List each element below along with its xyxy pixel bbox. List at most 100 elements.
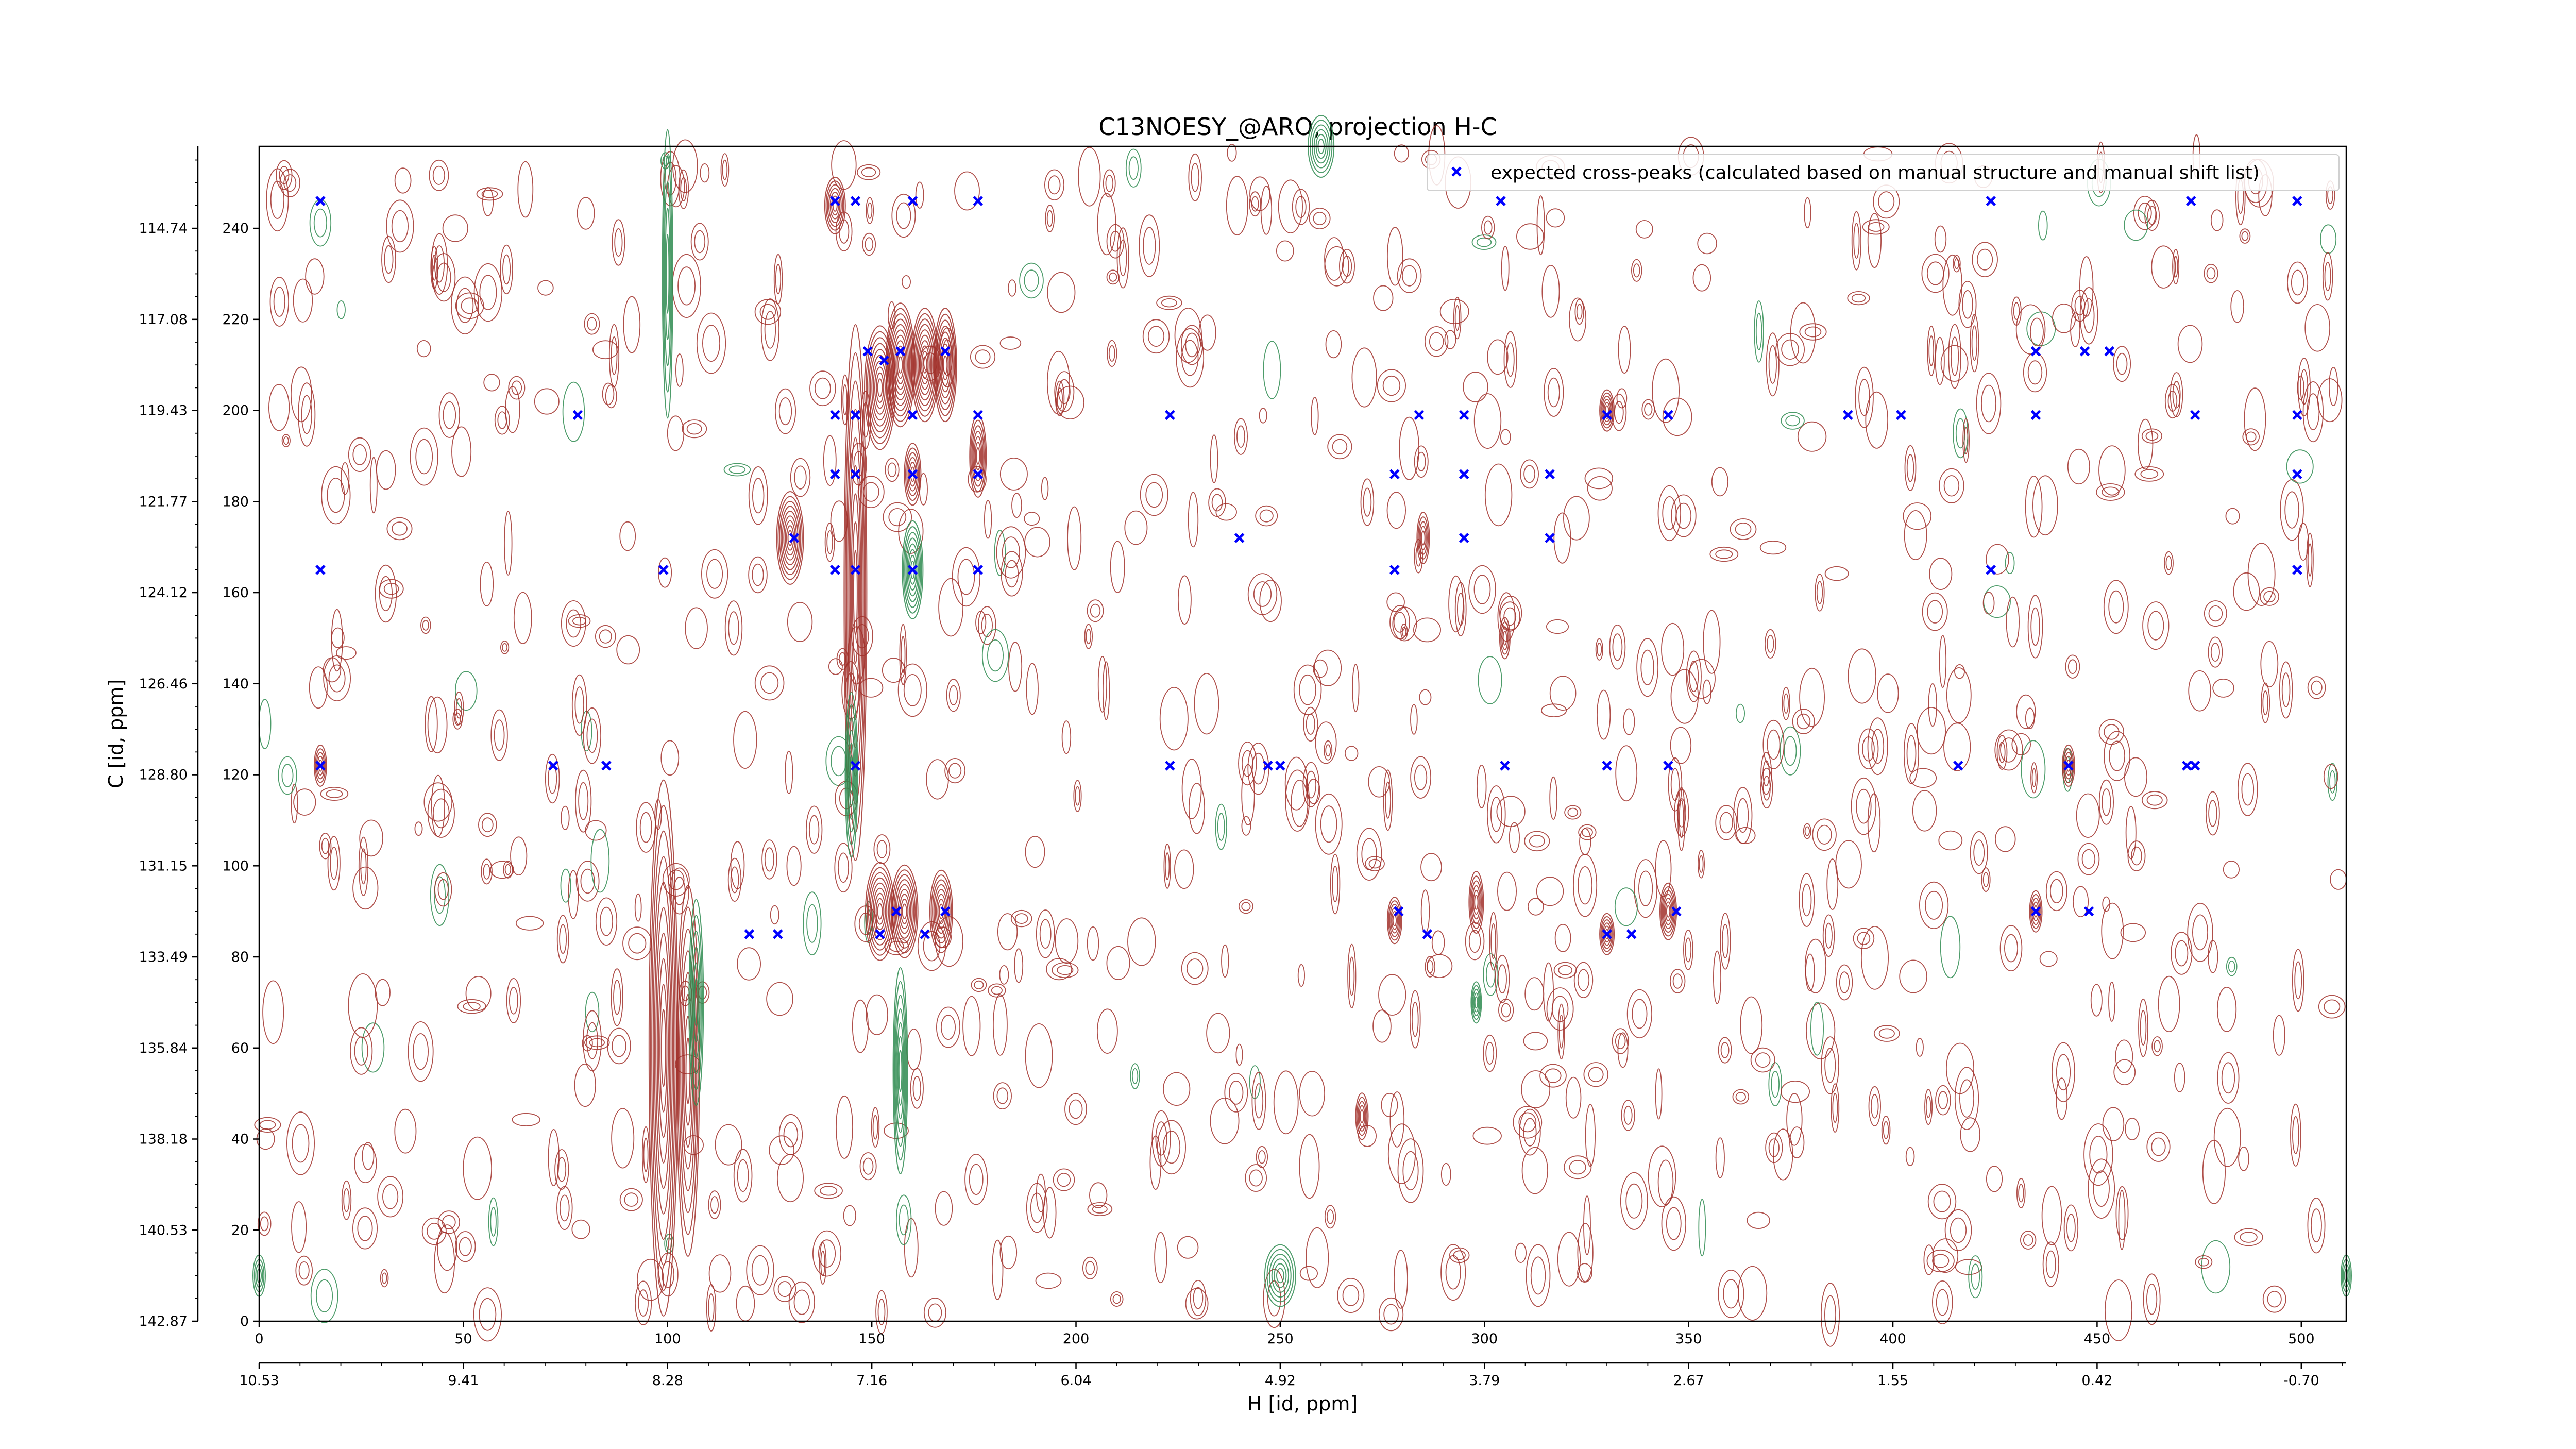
contour-line	[751, 1255, 769, 1286]
contour-line	[1112, 1294, 1121, 1304]
contour-line	[882, 658, 905, 683]
contour-line	[828, 658, 843, 675]
contour-line	[893, 981, 907, 1161]
contour-line	[1105, 175, 1114, 192]
cross-peak-marker	[850, 410, 861, 420]
contour-line	[410, 427, 438, 486]
contour-line	[1002, 536, 1021, 568]
contour-line	[454, 671, 478, 711]
contour-line	[1041, 477, 1049, 500]
contour-line	[2096, 483, 2125, 501]
cross-peak-marker	[830, 410, 840, 420]
contour-line	[1545, 1068, 1562, 1083]
contour-line	[1832, 1093, 1838, 1123]
contour-line	[313, 208, 328, 238]
y-axis-label: C [id, ppm]	[105, 679, 127, 788]
contour-line	[1327, 1209, 1334, 1224]
contour-line	[894, 340, 907, 390]
contour-line	[607, 1027, 631, 1065]
contour-line	[463, 1002, 481, 1011]
contour-line	[1615, 745, 1638, 802]
contour-line	[1597, 643, 1602, 656]
contour-line	[423, 782, 453, 822]
contour-line	[1103, 661, 1110, 720]
contour-line	[319, 832, 332, 860]
contour-line	[1806, 1002, 1836, 1060]
contour-line	[1661, 622, 1685, 676]
contour-line	[2279, 661, 2293, 719]
contour-line	[301, 395, 312, 434]
contour-line	[1851, 211, 1861, 271]
contour-line	[2067, 659, 2077, 674]
contour-line	[826, 530, 833, 554]
y-ppm-tick-label: 138.18	[139, 1132, 188, 1148]
contour-line	[2090, 984, 2103, 1017]
contour-line	[2125, 806, 2137, 860]
contour-line	[1928, 335, 1935, 366]
contour-line	[1069, 1099, 1083, 1119]
contour-line	[1295, 196, 1307, 218]
contour-line	[377, 1176, 403, 1218]
contour-line	[504, 864, 512, 875]
contour-line	[560, 868, 571, 903]
contour-line	[1665, 901, 1672, 921]
contour-line	[643, 1137, 649, 1172]
contour-line	[1039, 919, 1052, 949]
contour-line	[2141, 791, 2168, 810]
contour-line	[2018, 1184, 2024, 1203]
contour-line	[991, 986, 1003, 995]
contour-line	[1110, 541, 1125, 593]
contour-line	[1276, 1268, 1284, 1284]
contour-line	[1799, 667, 1825, 727]
contour-line	[1259, 579, 1282, 622]
contour-line	[479, 275, 497, 310]
contour-line	[1822, 914, 1835, 957]
contour-line	[1766, 332, 1780, 397]
contour-line	[2225, 508, 2240, 525]
contour-line	[917, 334, 933, 395]
contour-line	[1025, 1023, 1053, 1088]
contour-line	[1151, 1110, 1171, 1167]
contour-line	[875, 898, 885, 925]
contour-line	[1926, 1249, 1955, 1273]
contour-line	[976, 447, 980, 465]
contour-line	[1127, 917, 1156, 966]
contour-line	[1026, 1183, 1048, 1233]
contour-line	[764, 847, 774, 872]
contour-line	[681, 972, 695, 1170]
cross-peak-marker	[1663, 410, 1673, 420]
contour-line	[2101, 902, 2124, 959]
contour-line	[999, 458, 1028, 491]
contour-line	[1732, 1089, 1750, 1105]
contour-line	[291, 1201, 307, 1253]
cross-peak-marker	[2292, 410, 2302, 420]
contour-line	[2045, 1250, 2056, 1278]
contour-line	[2318, 995, 2346, 1019]
contour-line	[769, 1135, 794, 1165]
contour-line	[1578, 866, 1593, 905]
contour-line	[515, 916, 544, 931]
contour-line	[1578, 824, 1597, 840]
contour-line	[1267, 1280, 1281, 1317]
contour-line	[952, 547, 981, 607]
contour-line	[1454, 305, 1460, 331]
y-tick-label: 220	[222, 312, 249, 328]
contour-line	[828, 188, 842, 223]
cross-peak-marker	[1626, 929, 1637, 939]
contour-line	[1709, 546, 1739, 562]
contour-line	[1972, 242, 1998, 278]
contour-line	[2237, 763, 2258, 816]
contour-line	[1397, 258, 1422, 293]
y-tick-label: 100	[222, 858, 249, 874]
y-ppm-tick-label: 142.87	[139, 1313, 188, 1329]
contour-line	[862, 232, 876, 256]
contour-line	[2320, 224, 2337, 254]
contour-line	[2273, 1015, 2285, 1056]
contour-line	[1469, 875, 1483, 929]
contour-line	[2000, 737, 2018, 763]
contour-line	[1768, 1138, 1780, 1157]
contour-line	[1919, 881, 1949, 930]
contour-line	[2241, 231, 2249, 241]
cross-peak-marker	[1602, 410, 1612, 420]
contour-line	[941, 1015, 956, 1040]
